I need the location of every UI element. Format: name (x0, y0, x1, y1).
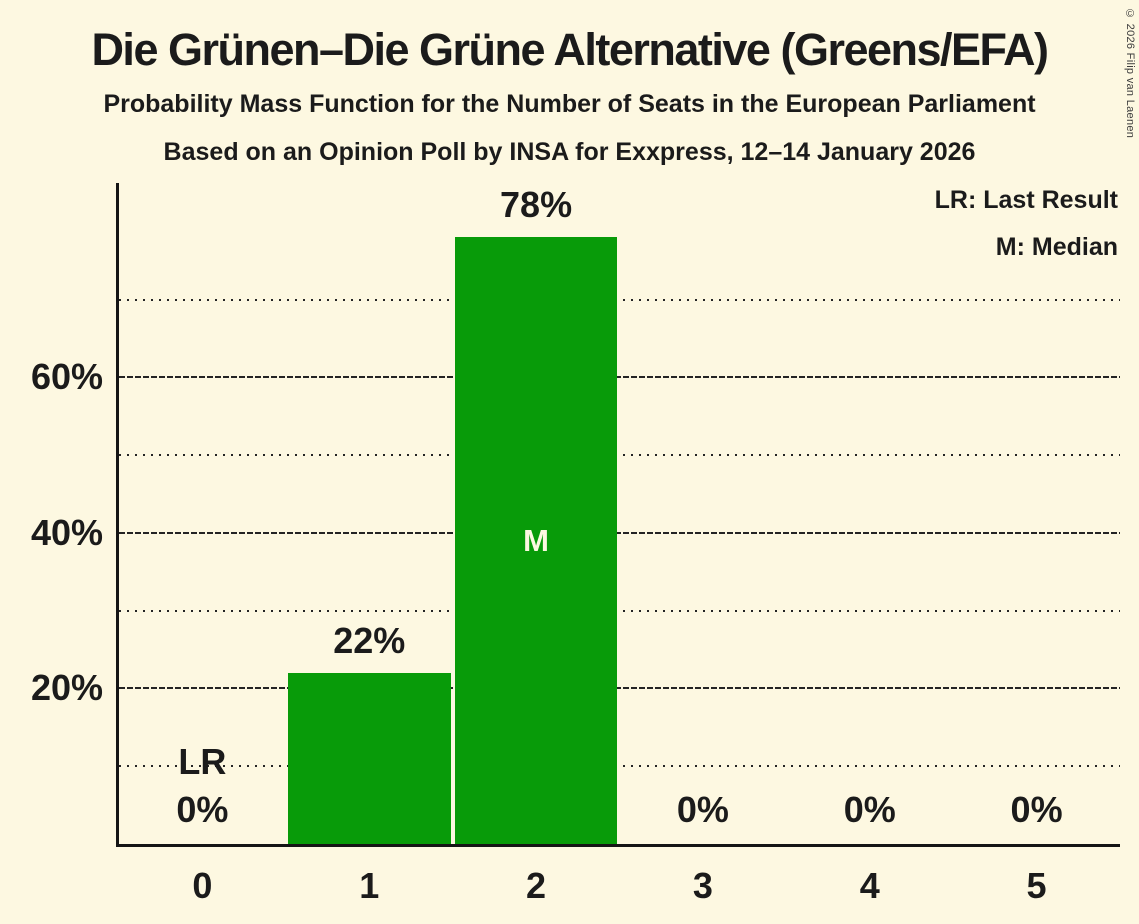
x-tick-label-5: 5 (1026, 865, 1047, 906)
bar-slot-0: LR 0% (119, 183, 286, 844)
gridline-major-20 (119, 687, 1120, 690)
bar-value-label-4: 0% (843, 789, 896, 830)
legend-last-result: LR: Last Result (934, 186, 1118, 214)
plot-area: LR 0% 22% M 78% 0% 0% 0% (116, 183, 1120, 847)
chart-subtitle: Probability Mass Function for the Number… (103, 90, 1036, 118)
x-tick-label-0: 0 (192, 865, 213, 906)
plot-inner: LR 0% 22% M 78% 0% 0% 0% (119, 183, 1120, 844)
bar-slot-3: 0% (620, 183, 787, 844)
gridline-major-40 (119, 531, 1120, 534)
bar-value-label-5: 0% (1010, 789, 1063, 830)
bar-slot-2: M 78% (453, 183, 620, 844)
legend-median: M: Median (995, 233, 1118, 261)
page-title: Die Grünen–Die Grüne Alternative (Greens… (91, 24, 1049, 75)
bar-value-label-0: 0% (176, 789, 229, 830)
bar-slot-5: 0% (953, 183, 1120, 844)
bar-value-label-1: 22% (333, 619, 406, 661)
last-result-label: LR (178, 741, 227, 782)
poll-source-subtitle: Based on an Opinion Poll by INSA for Exx… (163, 138, 976, 166)
x-tick-label-2: 2 (526, 865, 547, 906)
bar-seat-1 (287, 672, 451, 844)
bar-value-label-3: 0% (676, 789, 729, 830)
median-label: M (523, 523, 549, 559)
bar-slot-1: 22% (286, 183, 453, 844)
bar-value-label-2: 78% (500, 184, 573, 226)
copyright-notice: © 2026 Filip van Laenen (1124, 8, 1136, 139)
gridline-minor-50 (119, 454, 1120, 457)
gridline-minor-70 (119, 298, 1120, 301)
gridline-major-60 (119, 376, 1120, 379)
y-tick-label-20%: 20% (30, 667, 103, 709)
bar-slot-4: 0% (786, 183, 953, 844)
y-tick-label-40%: 40% (30, 511, 103, 553)
x-tick-label-1: 1 (359, 865, 380, 906)
gridline-minor-10 (119, 765, 1120, 768)
x-tick-label-4: 4 (859, 865, 880, 906)
x-tick-label-3: 3 (692, 865, 713, 906)
gridline-minor-30 (119, 609, 1120, 612)
y-tick-label-60%: 60% (30, 356, 103, 398)
bar-seat-2: M (454, 237, 618, 844)
